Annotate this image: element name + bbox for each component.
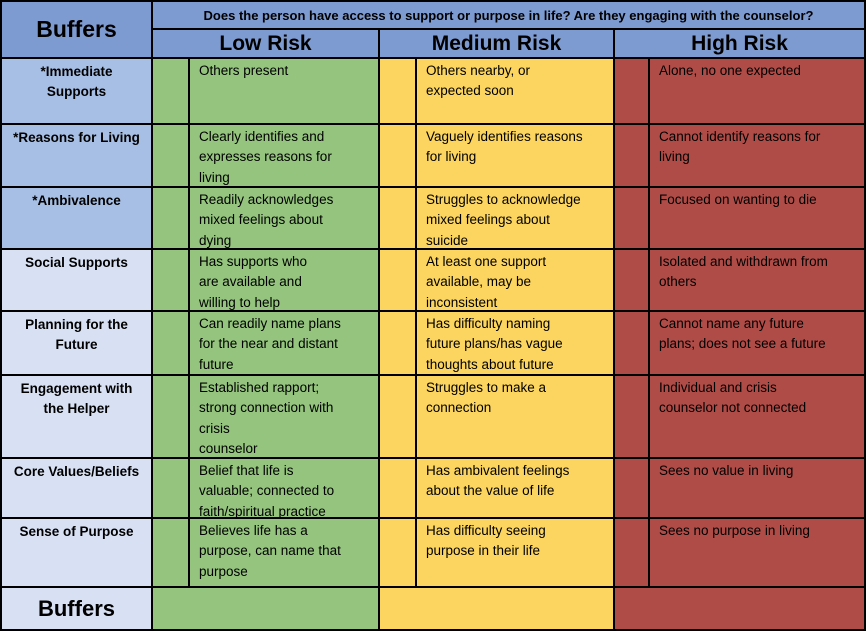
- low-risk-strip: [153, 59, 188, 123]
- medium-risk-strip: [380, 125, 415, 186]
- row-label: *Ambivalence: [2, 188, 151, 248]
- low-risk-cell: Can readily name plans for the near and …: [190, 312, 378, 374]
- footer-bar-low-risk: [153, 588, 378, 629]
- high-risk-cell: Alone, no one expected: [650, 59, 864, 123]
- low-risk-cell: Readily acknowledges mixed feelings abou…: [190, 188, 378, 248]
- row-label: Engagement with the Helper: [2, 376, 151, 457]
- medium-risk-strip: [380, 519, 415, 586]
- high-risk-strip: [615, 459, 648, 517]
- medium-risk-cell: Struggles to acknowledge mixed feelings …: [417, 188, 613, 248]
- high-risk-cell: Cannot identify reasons for living: [650, 125, 864, 186]
- low-risk-strip: [153, 188, 188, 248]
- high-risk-strip: [615, 250, 648, 310]
- high-risk-strip: [615, 312, 648, 374]
- medium-risk-cell: Has ambivalent feelings about the value …: [417, 459, 613, 517]
- medium-risk-cell: Struggles to make a connection: [417, 376, 613, 457]
- medium-risk-strip: [380, 250, 415, 310]
- high-risk-cell: Sees no value in living: [650, 459, 864, 517]
- low-risk-strip: [153, 312, 188, 374]
- table-title-footer: Buffers: [2, 588, 151, 629]
- medium-risk-strip: [380, 188, 415, 248]
- high-risk-strip: [615, 59, 648, 123]
- table-title-corner: Buffers: [2, 2, 151, 57]
- footer-bar-medium-risk: [380, 588, 613, 629]
- medium-risk-cell: Has difficulty naming future plans/has v…: [417, 312, 613, 374]
- row-label: Core Values/Beliefs: [2, 459, 151, 517]
- high-risk-cell: Sees no purpose in living: [650, 519, 864, 586]
- low-risk-cell: Believes life has a purpose, can name th…: [190, 519, 378, 586]
- column-header-high-risk: High Risk: [615, 30, 864, 57]
- low-risk-cell: Established rapport; strong connection w…: [190, 376, 378, 457]
- low-risk-cell: Has supports who are available and willi…: [190, 250, 378, 310]
- question-header: Does the person have access to support o…: [153, 2, 864, 28]
- high-risk-cell: Cannot name any future plans; does not s…: [650, 312, 864, 374]
- medium-risk-cell: Vaguely identifies reasons for living: [417, 125, 613, 186]
- row-label: Planning for the Future: [2, 312, 151, 374]
- low-risk-strip: [153, 459, 188, 517]
- column-header-low-risk: Low Risk: [153, 30, 378, 57]
- low-risk-cell: Belief that life is valuable; connected …: [190, 459, 378, 517]
- column-header-medium-risk: Medium Risk: [380, 30, 613, 57]
- high-risk-cell: Focused on wanting to die: [650, 188, 864, 248]
- footer-bar-high-risk: [615, 588, 864, 629]
- medium-risk-cell: Has difficulty seeing purpose in their l…: [417, 519, 613, 586]
- low-risk-cell: Clearly identifies and expresses reasons…: [190, 125, 378, 186]
- row-label: *Immediate Supports: [2, 59, 151, 123]
- high-risk-cell: Individual and crisis counselor not conn…: [650, 376, 864, 457]
- high-risk-cell: Isolated and withdrawn from others: [650, 250, 864, 310]
- high-risk-strip: [615, 519, 648, 586]
- row-label: Social Supports: [2, 250, 151, 310]
- low-risk-strip: [153, 250, 188, 310]
- medium-risk-strip: [380, 376, 415, 457]
- high-risk-strip: [615, 376, 648, 457]
- low-risk-strip: [153, 376, 188, 457]
- medium-risk-strip: [380, 459, 415, 517]
- row-label: Sense of Purpose: [2, 519, 151, 586]
- medium-risk-strip: [380, 312, 415, 374]
- medium-risk-cell: At least one support available, may be i…: [417, 250, 613, 310]
- medium-risk-strip: [380, 59, 415, 123]
- high-risk-strip: [615, 188, 648, 248]
- low-risk-strip: [153, 519, 188, 586]
- high-risk-strip: [615, 125, 648, 186]
- low-risk-strip: [153, 125, 188, 186]
- low-risk-cell: Others present: [190, 59, 378, 123]
- medium-risk-cell: Others nearby, or expected soon: [417, 59, 613, 123]
- row-label: *Reasons for Living: [2, 125, 151, 186]
